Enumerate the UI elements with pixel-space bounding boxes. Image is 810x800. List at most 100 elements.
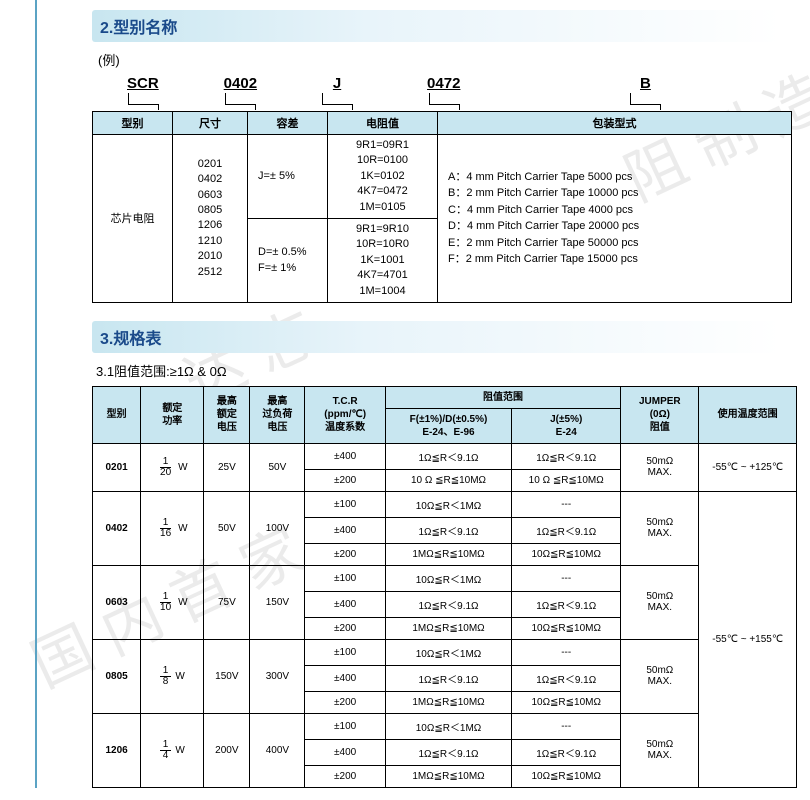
td-0603-j0: --- [512,565,621,591]
td-1206-j1: 1Ω≦R＜9.1Ω [512,739,621,765]
td-0805-j0: --- [512,639,621,665]
td-0402-j1: 1Ω≦R＜9.1Ω [512,517,621,543]
th2-power: 额定 功率 [141,386,204,443]
td-0201-ov: 50V [250,443,305,491]
td-0201-tcr1: ±200 [305,469,385,491]
td-1206-tcr2: ±200 [305,765,385,787]
td-1206-tcr0: ±100 [305,713,385,739]
td-0201-j0: 1Ω≦R＜9.1Ω [512,443,621,469]
td-res-j: 9R1=09R1 10R=0100 1K=0102 4K7=0472 1M=01… [328,135,438,219]
td-0805-fd0: 10Ω≦R＜1MΩ [385,639,511,665]
td-1206-j2: 10Ω≦R≦10MΩ [512,765,621,787]
td-0603: 0603 [93,565,141,639]
td-0805-power: 18 W [141,639,204,713]
td-1206-power: 14 W [141,713,204,787]
td-0805-j2: 10Ω≦R≦10MΩ [512,691,621,713]
td-0201-power: 120 W [141,443,204,491]
td-0603-fd0: 10Ω≦R＜1MΩ [385,565,511,591]
td-0805-tcr1: ±400 [305,665,385,691]
th2-range-fd: F(±1%)/D(±0.5%) E-24、E-96 [385,408,511,443]
th2-type: 型别 [93,386,141,443]
td-0805-tcr0: ±100 [305,639,385,665]
td-0402-fd1: 1Ω≦R＜9.1Ω [385,517,511,543]
td-temp-bottom: -55℃ ~ +155℃ [699,491,797,787]
th2-range-j: J(±5%) E-24 [512,408,621,443]
td-0402-fd2: 1MΩ≦R≦10MΩ [385,543,511,565]
code-size: 0402 [224,75,257,92]
td-0402-fd0: 10Ω≦R＜1MΩ [385,491,511,517]
td-0402-tcr2: ±200 [305,543,385,565]
td-tol-j: J=± 5% [248,135,328,219]
td-1206-fd1: 1Ω≦R＜9.1Ω [385,739,511,765]
th2-tcr: T.C.R (ppm/℃) 温度系数 [305,386,385,443]
td-0402: 0402 [93,491,141,565]
td-0402-j2: 10Ω≦R≦10MΩ [512,543,621,565]
td-0805-v: 150V [204,639,250,713]
td-1206-ov: 400V [250,713,305,787]
code-scr: SCR [127,75,159,92]
td-0402-tcr0: ±100 [305,491,385,517]
td-1206-fd2: 1MΩ≦R≦10MΩ [385,765,511,787]
th-pack: 包装型式 [438,112,792,135]
td-0805-j1: 1Ω≦R＜9.1Ω [512,665,621,691]
td-1206-tcr1: ±400 [305,739,385,765]
td-0805: 0805 [93,639,141,713]
code-value: 0472 [427,75,460,92]
td-packaging: A：4 mm Pitch Carrier Tape 5000 pcs B：2 m… [438,135,792,303]
td-0805-ov: 300V [250,639,305,713]
td-0805-fd1: 1Ω≦R＜9.1Ω [385,665,511,691]
td-0201-tcr0: ±400 [305,443,385,469]
td-1206: 1206 [93,713,141,787]
th-size: 尺寸 [173,112,248,135]
th-type: 型别 [93,112,173,135]
td-res-df: 9R1=9R10 10R=10R0 1K=1001 4K7=4701 1M=10… [328,218,438,302]
td-0805-jump: 50mΩ MAX. [621,639,699,713]
th-res: 电阻值 [328,112,438,135]
td-0201: 0201 [93,443,141,491]
td-0402-tcr1: ±400 [305,517,385,543]
td-0805-fd2: 1MΩ≦R≦10MΩ [385,691,511,713]
section2-title: 2.型别名称 [92,10,780,42]
th2-jumper: JUMPER (0Ω) 阻值 [621,386,699,443]
th2-voltage: 最高 额定 电压 [204,386,250,443]
part-code-row: SCR 0402 J 0472 B [117,75,780,105]
td-1206-jump: 50mΩ MAX. [621,713,699,787]
td-0603-power: 110 W [141,565,204,639]
td-0201-fd0: 1Ω≦R＜9.1Ω [385,443,511,469]
example-label: (例) [98,50,780,69]
td-0603-v: 75V [204,565,250,639]
section3-title: 3.规格表 [92,321,780,353]
td-0603-fd2: 1MΩ≦R≦10MΩ [385,617,511,639]
th-tol: 容差 [248,112,328,135]
td-0201-fd1: 10 Ω ≦R≦10MΩ [385,469,511,491]
code-pack: B [640,75,651,92]
td-0201-j1: 10 Ω ≦R≦10MΩ [512,469,621,491]
th2-temp: 使用温度范围 [699,386,797,443]
td-tol-df: D=± 0.5% F=± 1% [248,218,328,302]
td-0402-v: 50V [204,491,250,565]
td-0603-tcr0: ±100 [305,565,385,591]
td-1206-j0: --- [512,713,621,739]
th2-range: 阻值范围 [385,386,620,408]
td-0201-v: 25V [204,443,250,491]
td-0402-power: 116 W [141,491,204,565]
td-0201-temp: -55℃ ~ +125℃ [699,443,797,491]
td-1206-v: 200V [204,713,250,787]
section3-subtitle: 3.1阻值范围:≥1Ω & 0Ω [96,361,780,380]
td-0603-jump: 50mΩ MAX. [621,565,699,639]
td-0201-jump: 50mΩ MAX. [621,443,699,491]
td-0805-tcr2: ±200 [305,691,385,713]
spec-table: 型别 额定 功率 最高 额定 电压 最高 过负荷 电压 T.C.R (ppm/℃… [92,386,797,788]
code-tolerance: J [333,75,341,92]
td-sizes: 0201 0402 0603 0805 1206 1210 2010 2512 [173,135,248,303]
td-type: 芯片电阻 [93,135,173,303]
td-0603-tcr2: ±200 [305,617,385,639]
td-0603-j1: 1Ω≦R＜9.1Ω [512,591,621,617]
th2-overload: 最高 过负荷 电压 [250,386,305,443]
td-0603-tcr1: ±400 [305,591,385,617]
td-0402-j0: --- [512,491,621,517]
td-0402-jump: 50mΩ MAX. [621,491,699,565]
td-1206-fd0: 10Ω≦R＜1MΩ [385,713,511,739]
naming-table: 型别 尺寸 容差 电阻值 包装型式 芯片电阻 0201 0402 0603 08… [92,111,792,303]
td-0402-ov: 100V [250,491,305,565]
